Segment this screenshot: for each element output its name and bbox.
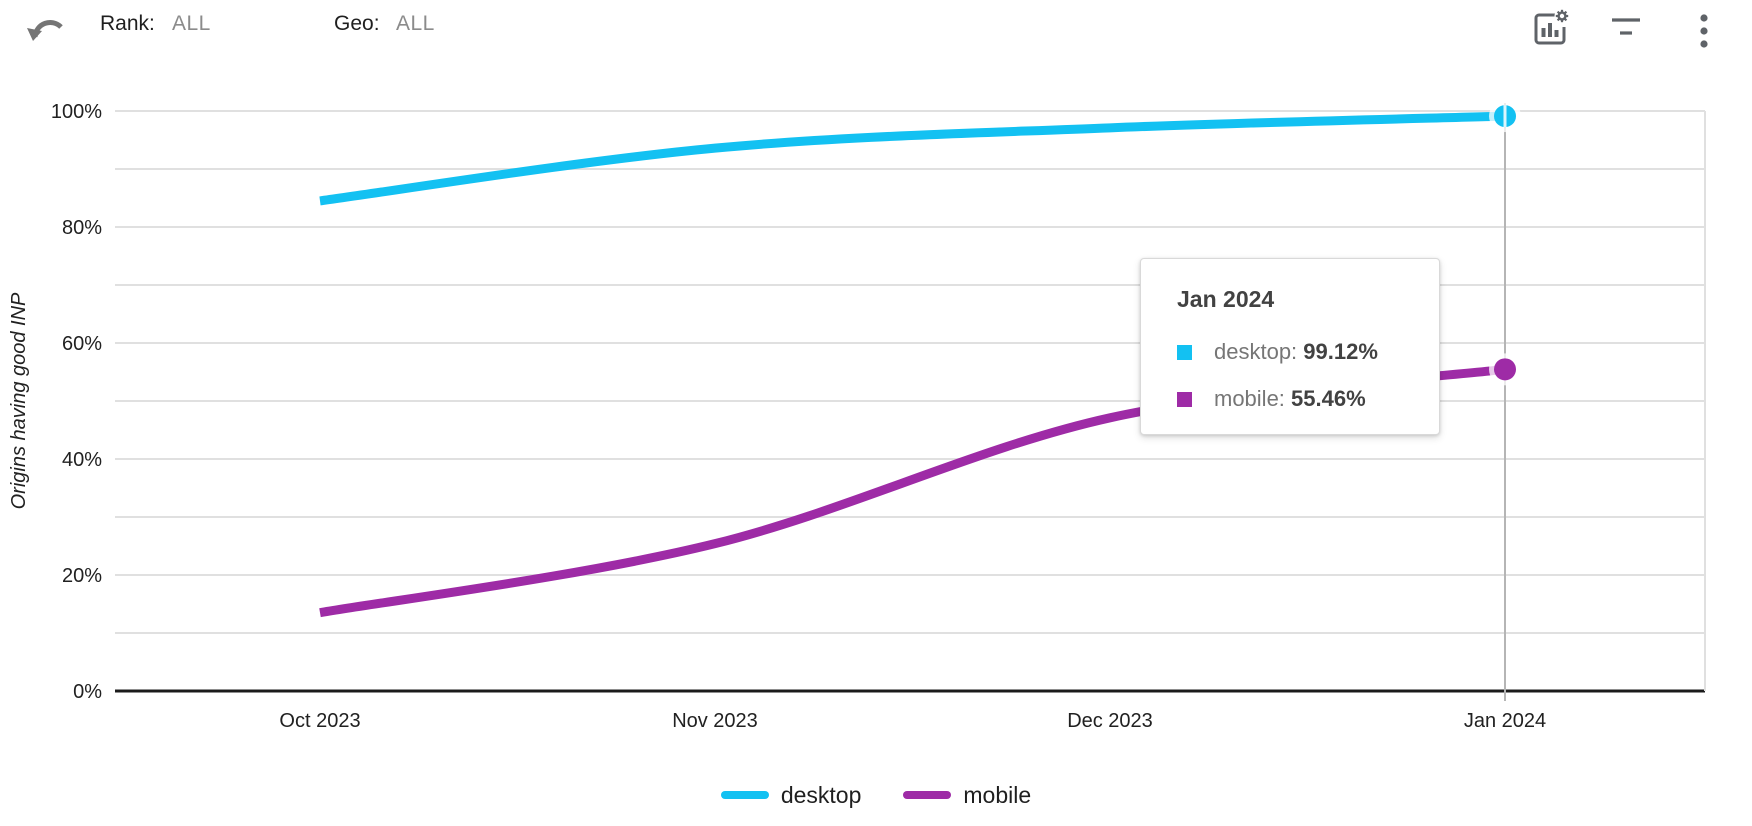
y-tick-label: 0% [73,681,102,703]
tooltip-value-desktop: desktop: 99.12% [1214,339,1378,364]
legend-swatch-mobile [903,791,952,799]
legend-label-desktop: desktop [780,781,862,808]
filter-icon[interactable] [1610,16,1642,41]
tooltip-swatch-mobile [1177,391,1192,407]
legend-label-mobile: mobile [963,781,1032,808]
undo-icon[interactable] [26,8,64,45]
legend-swatch-desktop [720,791,769,799]
x-tick-label: Nov 2023 [672,710,758,732]
rank-label: Rank: [100,12,155,35]
series-line-desktop [319,111,1506,206]
x-tick-label: Jan 2024 [1464,710,1546,732]
legend-item-desktop: desktop [720,781,862,809]
y-tick-label: 20% [62,565,102,587]
rank-filter-value[interactable]: ALL [172,12,211,35]
chart-legend: desktop mobile [0,778,1752,812]
y-tick-label: 60% [62,333,102,355]
legend-item-mobile: mobile [903,782,1031,809]
tooltip-title: Jan 2024 [1177,286,1275,312]
geo-label: Geo: [334,12,380,35]
toolbar: Rank: ALL Geo: ALL [0,0,1752,56]
y-tick-label: 80% [62,217,102,239]
tooltip-value-mobile: mobile: 55.46% [1214,386,1366,411]
tooltip-swatch-desktop [1177,344,1192,360]
x-tick-label: Oct 2023 [279,710,360,732]
chart-tooltip: Jan 2024 desktop: 99.12% mobile: 55.46% [1140,258,1440,435]
geo-filter-value[interactable]: ALL [396,12,435,35]
marker-mobile [1494,358,1516,381]
x-tick-label: Dec 2023 [1067,710,1153,732]
tooltip-row-mobile: mobile: 55.46% [1177,386,1439,412]
tooltip-row-desktop: desktop: 99.12% [1177,339,1439,365]
y-tick-label: 40% [62,449,102,471]
chart-settings-icon[interactable] [1530,7,1570,52]
more-vert-icon[interactable] [1696,9,1712,54]
y-axis-title: Origins having good INP [8,292,30,509]
y-tick-label: 100% [51,101,102,123]
